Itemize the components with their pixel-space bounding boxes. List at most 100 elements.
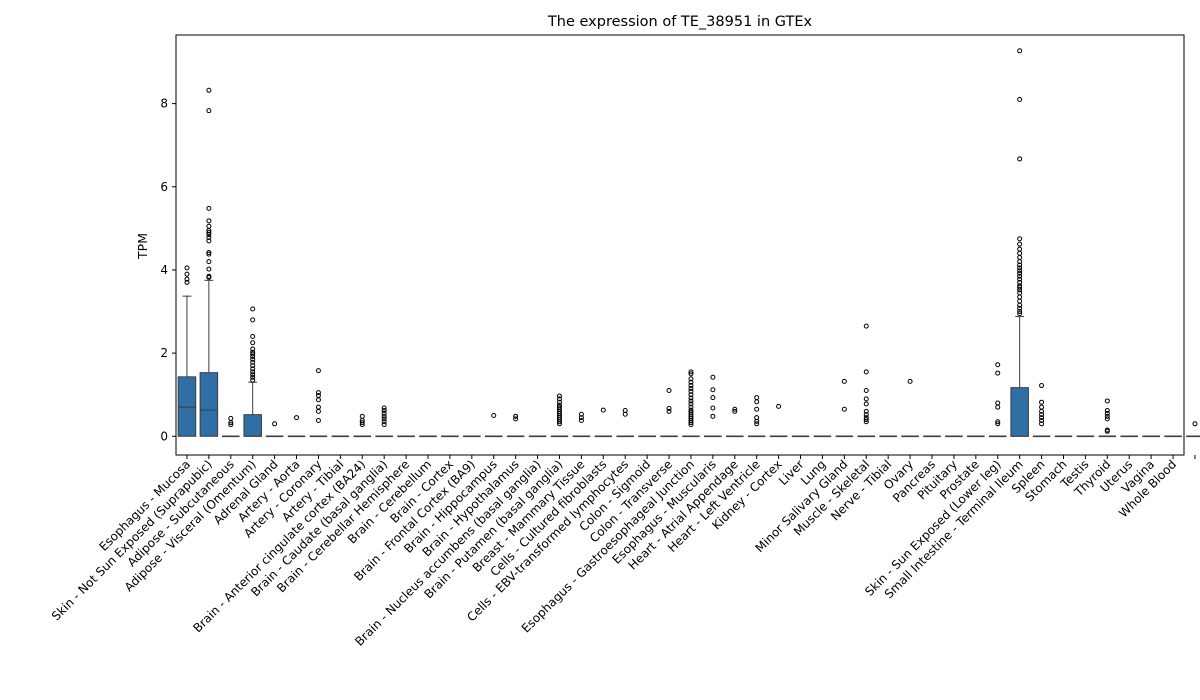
outlier-point bbox=[381, 413, 387, 419]
outlier-point bbox=[995, 421, 1001, 427]
outlier-point bbox=[294, 415, 300, 421]
plot-frame bbox=[175, 34, 1185, 456]
outlier-point bbox=[206, 259, 212, 265]
outlier-point bbox=[315, 404, 321, 410]
outlier-point bbox=[250, 306, 256, 312]
outlier-point bbox=[250, 351, 256, 357]
outlier-point bbox=[688, 388, 694, 394]
outlier-point bbox=[1039, 417, 1045, 423]
outlier-point bbox=[1017, 236, 1023, 242]
outlier-point bbox=[1017, 250, 1023, 256]
outlier-point bbox=[841, 406, 847, 412]
outlier-point bbox=[1017, 276, 1023, 282]
outlier-point bbox=[732, 408, 738, 414]
outlier-point bbox=[688, 395, 694, 401]
outlier-point bbox=[206, 235, 212, 241]
outlier-point bbox=[1039, 383, 1045, 389]
outlier-point bbox=[1017, 309, 1023, 315]
outlier-point bbox=[1192, 421, 1198, 427]
outlier-point bbox=[381, 419, 387, 425]
outlier-point bbox=[710, 374, 716, 380]
outlier-point bbox=[710, 387, 716, 393]
outlier-point bbox=[250, 374, 256, 380]
outlier-point bbox=[688, 376, 694, 382]
outlier-point bbox=[250, 356, 256, 362]
outlier-point bbox=[754, 399, 760, 405]
outlier-point bbox=[688, 392, 694, 398]
outlier-point bbox=[578, 415, 584, 421]
outlier-point bbox=[688, 371, 694, 377]
outlier-point bbox=[710, 395, 716, 401]
outlier-point bbox=[666, 388, 672, 394]
outlier-point bbox=[600, 407, 606, 413]
outlier-point bbox=[206, 273, 212, 279]
outlier-point bbox=[1017, 48, 1023, 54]
outlier-point bbox=[184, 265, 190, 271]
outlier-point bbox=[1017, 283, 1023, 289]
outlier-point bbox=[907, 378, 913, 384]
outlier-point bbox=[556, 396, 562, 402]
outlier-point bbox=[228, 422, 234, 428]
outlier-point bbox=[688, 401, 694, 407]
outlier-point bbox=[1104, 408, 1110, 414]
outlier-point bbox=[556, 404, 562, 410]
outlier-point bbox=[184, 279, 190, 285]
outlier-point bbox=[666, 408, 672, 414]
outlier-point bbox=[1039, 412, 1045, 418]
outlier-point bbox=[710, 413, 716, 419]
outlier-point bbox=[1017, 254, 1023, 260]
outlier-point bbox=[754, 406, 760, 412]
outlier-point bbox=[228, 415, 234, 421]
outlier-point bbox=[315, 390, 321, 396]
outlier-point bbox=[1017, 96, 1023, 102]
outlier-point bbox=[381, 408, 387, 414]
outlier-point bbox=[491, 412, 497, 418]
outlier-point bbox=[863, 408, 869, 414]
outlier-point bbox=[1017, 268, 1023, 274]
outlier-point bbox=[863, 401, 869, 407]
outlier-point bbox=[688, 369, 694, 375]
outlier-point bbox=[206, 87, 212, 93]
y-tick-label: 2 bbox=[160, 346, 168, 360]
outlier-point bbox=[272, 421, 278, 427]
y-tick-label: 0 bbox=[160, 429, 168, 443]
outlier-point bbox=[1017, 262, 1023, 268]
outlier-point bbox=[381, 422, 387, 428]
outlier-point bbox=[863, 323, 869, 329]
outlier-point bbox=[1017, 246, 1023, 252]
y-axis-label: TPM bbox=[135, 233, 150, 260]
outlier-point bbox=[578, 417, 584, 423]
outlier-point bbox=[863, 388, 869, 394]
outlier-point bbox=[995, 419, 1001, 425]
outlier-point bbox=[250, 359, 256, 365]
outlier-point bbox=[206, 249, 212, 255]
outlier-point bbox=[250, 340, 256, 346]
box-body bbox=[243, 414, 262, 437]
outlier-point bbox=[556, 399, 562, 405]
outlier-point bbox=[250, 377, 256, 383]
outlier-point bbox=[776, 403, 782, 409]
outlier-point bbox=[1017, 273, 1023, 279]
outlier-point bbox=[863, 396, 869, 402]
outlier-point bbox=[1017, 241, 1023, 247]
outlier-point bbox=[1104, 416, 1110, 422]
chart-title: The expression of TE_38951 in GTEx bbox=[547, 14, 813, 30]
x-tick-label: Skin - Not Sun Exposed (Suprapubic) bbox=[49, 457, 215, 623]
outlier-point bbox=[206, 251, 212, 257]
outlier-point bbox=[359, 420, 365, 426]
outlier-point bbox=[381, 416, 387, 422]
outlier-point bbox=[688, 383, 694, 389]
outlier-point bbox=[1017, 290, 1023, 296]
outlier-point bbox=[710, 405, 716, 411]
outlier-point bbox=[315, 408, 321, 414]
outlier-point bbox=[206, 218, 212, 224]
outlier-point bbox=[1039, 404, 1045, 410]
outlier-point bbox=[250, 333, 256, 339]
outlier-point bbox=[1039, 421, 1045, 427]
outlier-point bbox=[250, 363, 256, 369]
outlier-point bbox=[250, 372, 256, 378]
outlier-point bbox=[688, 409, 694, 415]
outlier-point bbox=[250, 349, 256, 355]
outlier-point bbox=[250, 317, 256, 323]
box-body bbox=[199, 372, 219, 437]
